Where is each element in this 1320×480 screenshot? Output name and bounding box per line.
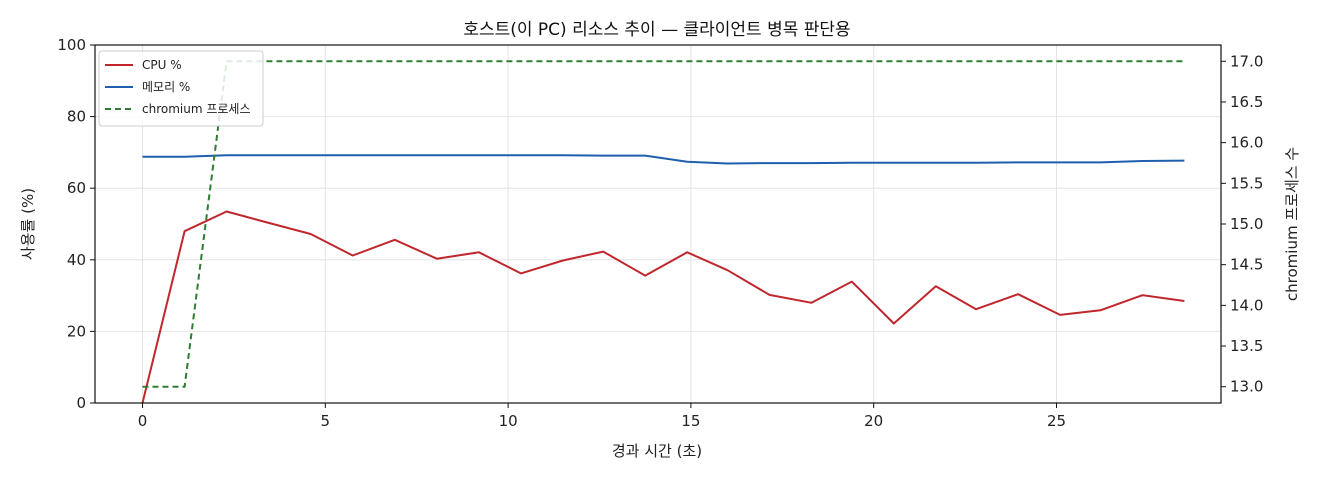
y2-axis-label: chromium 프로세스 수 <box>1283 147 1301 301</box>
y-axis-label: 사용률 (%) <box>19 188 37 260</box>
grid-lines <box>95 44 1221 404</box>
y-tick-label-5: 100 <box>57 36 86 54</box>
y-tick-label-1: 20 <box>67 322 86 340</box>
y2-tick-label-6: 16.0 <box>1230 134 1263 152</box>
legend-label-0: CPU % <box>142 58 182 72</box>
y2-tick-label-0: 13.0 <box>1230 378 1263 396</box>
x-tick-label-3: 15 <box>681 412 700 430</box>
x-axis-label: 경과 시간 (초) <box>612 442 702 460</box>
series-line-0 <box>141 210 1185 404</box>
y-tick-label-2: 40 <box>67 251 86 269</box>
y2-tick-label-5: 15.5 <box>1230 174 1263 192</box>
y2-tick-label-8: 17.0 <box>1230 52 1263 70</box>
x-tick-label-2: 10 <box>499 412 518 430</box>
y2-tick-label-1: 13.5 <box>1230 337 1263 355</box>
plot-frame <box>94 44 1222 404</box>
legend-box <box>98 50 264 127</box>
x-tick-label-1: 5 <box>321 412 331 430</box>
legend: CPU % 메모리 % chromium 프로세스 <box>98 50 264 127</box>
series-lines <box>141 60 1185 404</box>
y2-tick-label-3: 14.5 <box>1230 256 1263 274</box>
chart-title: 호스트(이 PC) 리소스 추이 — 클라이언트 병목 판단용 <box>463 20 850 40</box>
y-axis-ticks: 0 20 40 60 80 100 <box>57 36 95 412</box>
y2-tick-label-4: 15.0 <box>1230 215 1263 233</box>
y2-axis-ticks: 13.0 13.5 14.0 14.5 15.0 15.5 16.0 16.5 17.0 <box>1221 52 1263 396</box>
series-line-1 <box>142 154 1185 165</box>
y2-tick-label-7: 16.5 <box>1230 93 1263 111</box>
legend-label-1: 메모리 % <box>142 80 190 94</box>
series-line-2 <box>142 60 1185 388</box>
x-tick-label-5: 25 <box>1047 412 1066 430</box>
x-tick-label-4: 20 <box>864 412 883 430</box>
y2-tick-label-2: 14.0 <box>1230 296 1263 314</box>
y-tick-label-3: 60 <box>67 179 86 197</box>
y-tick-label-4: 80 <box>67 108 86 126</box>
legend-label-2: chromium 프로세스 <box>142 102 251 116</box>
y-tick-label-0: 0 <box>76 394 86 412</box>
x-tick-label-0: 0 <box>138 412 148 430</box>
x-axis-ticks: 0 5 10 15 20 25 <box>138 403 1066 430</box>
